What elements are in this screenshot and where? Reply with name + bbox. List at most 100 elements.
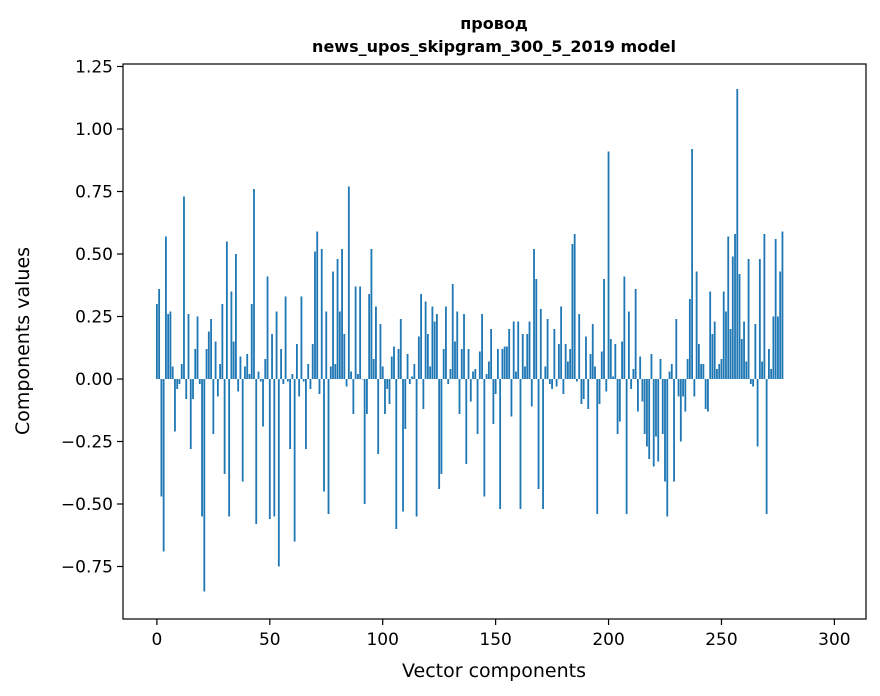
bar-component-236 [688, 299, 691, 379]
bar-component-133 [456, 311, 459, 379]
bar-component-108 [399, 319, 402, 379]
bar-component-137 [465, 379, 468, 464]
y-tick-label-3: 0.00 [75, 370, 113, 390]
bar-component-149 [492, 379, 495, 424]
bar-component-135 [460, 349, 463, 379]
bar-component-191 [587, 379, 590, 409]
bar-component-277 [781, 231, 784, 379]
bar-component-84 [345, 379, 348, 387]
bar-component-214 [639, 356, 642, 379]
bar-component-123 [433, 321, 436, 379]
bar-component-253 [727, 236, 730, 379]
bar-component-220 [652, 379, 655, 467]
bar-component-12 [183, 196, 185, 379]
bar-component-145 [483, 379, 486, 497]
bar-component-122 [431, 306, 434, 379]
x-axis-ticks: 0 50 100 150 200 250 300 [151, 619, 851, 650]
y-tick-label-5: 0.50 [75, 245, 113, 265]
bar-component-124 [436, 314, 438, 379]
bar-component-200 [607, 151, 610, 379]
bar-component-192 [589, 354, 592, 379]
bar-component-179 [560, 306, 563, 379]
bar-component-49 [266, 276, 269, 379]
bar-component-204 [616, 379, 619, 434]
bar-component-263 [749, 379, 752, 384]
bar-component-178 [557, 344, 560, 379]
bar-component-160 [517, 321, 520, 379]
bar-component-186 [576, 379, 578, 382]
bar-component-3 [162, 379, 165, 552]
bar-component-211 [632, 369, 635, 379]
bar-component-155 [506, 346, 508, 379]
bar-component-125 [438, 379, 441, 489]
bar-component-112 [408, 379, 411, 384]
bar-component-78 [332, 271, 334, 379]
bar-component-4 [165, 236, 167, 379]
bar-component-222 [657, 379, 660, 462]
bar-component-158 [512, 321, 515, 379]
bar-component-218 [648, 379, 651, 459]
bar-component-165 [528, 321, 531, 379]
x-tick-label-100: 100 [366, 630, 398, 650]
bar-component-212 [634, 289, 637, 379]
bar-component-260 [743, 321, 745, 379]
bar-component-16 [192, 379, 194, 399]
bar-component-162 [521, 334, 524, 379]
bar-component-121 [429, 366, 432, 379]
bar-component-73 [320, 249, 323, 379]
bar-component-82 [341, 249, 343, 379]
bar-component-148 [490, 329, 493, 379]
bar-component-171 [542, 379, 544, 509]
bar-component-21 [203, 379, 206, 592]
bar-component-238 [693, 379, 696, 397]
bar-component-141 [474, 369, 477, 379]
bar-component-15 [189, 379, 192, 449]
bar-component-147 [487, 361, 490, 379]
bar-component-241 [700, 364, 703, 379]
bar-component-91 [361, 379, 364, 380]
bar-component-103 [388, 379, 391, 404]
bar-component-247 [713, 321, 716, 379]
bar-component-69 [311, 344, 314, 379]
bar-component-261 [745, 361, 748, 379]
plot-frame [122, 63, 867, 620]
bar-component-51 [271, 334, 273, 379]
bar-component-268 [761, 361, 764, 379]
bar-component-104 [390, 356, 393, 379]
x-tick-label-150: 150 [479, 630, 511, 650]
bar-component-75 [325, 311, 328, 379]
bar-component-33 [230, 291, 233, 379]
bar-component-9 [176, 379, 179, 389]
bar-component-13 [185, 379, 188, 399]
bar-component-109 [402, 379, 404, 512]
bar-component-54 [277, 379, 280, 567]
bar-component-66 [305, 379, 307, 449]
bar-component-59 [289, 379, 292, 449]
bar-component-105 [393, 346, 395, 379]
bar-component-5 [167, 314, 170, 379]
bar-component-92 [363, 379, 366, 504]
bar-component-53 [275, 311, 278, 379]
bar-component-217 [646, 379, 648, 447]
bar-component-197 [600, 351, 603, 379]
bar-component-199 [605, 379, 608, 392]
bar-component-37 [239, 356, 242, 379]
bar-component-216 [643, 379, 646, 434]
bar-component-246 [711, 334, 714, 379]
bar-component-151 [496, 349, 499, 379]
bar-component-34 [232, 341, 235, 379]
y-axis-label: Components values [12, 247, 34, 435]
bar-component-7 [171, 366, 174, 379]
bar-component-180 [562, 379, 565, 394]
chart-title-line-1: провод [460, 14, 528, 33]
bar-component-259 [740, 339, 743, 379]
bars-group [155, 89, 784, 592]
bar-component-195 [596, 379, 599, 514]
bar-component-176 [553, 329, 556, 379]
bar-component-266 [756, 379, 759, 447]
bar-component-117 [420, 294, 423, 379]
bar-component-57 [284, 296, 287, 379]
bar-component-19 [198, 379, 201, 384]
x-tick-label-300: 300 [818, 630, 850, 650]
bar-component-157 [510, 379, 513, 417]
